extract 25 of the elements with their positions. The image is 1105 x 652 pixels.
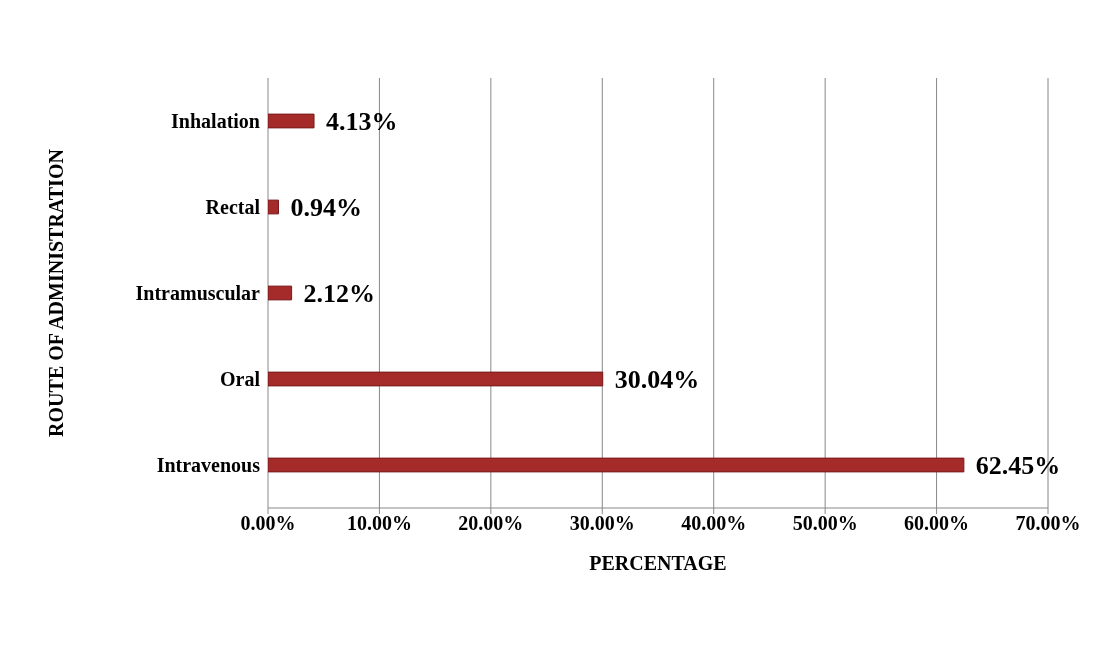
x-tick-label: 70.00% <box>1015 512 1081 535</box>
x-tick-label: 20.00% <box>458 512 524 535</box>
x-tick-label: 40.00% <box>681 512 747 535</box>
x-tick-label: 50.00% <box>792 512 858 535</box>
bar <box>268 457 965 473</box>
data-label: 62.45% <box>975 451 1061 481</box>
data-label: 4.13% <box>326 107 398 137</box>
y-tick-label: Intravenous <box>156 454 261 477</box>
x-tick-label: 60.00% <box>904 512 970 535</box>
x-tick-label: 10.00% <box>346 512 412 535</box>
y-tick-label: Inhalation <box>171 110 260 133</box>
bar <box>268 199 279 215</box>
data-label: 2.12% <box>303 279 376 309</box>
bar <box>268 285 293 301</box>
data-label: 30.04% <box>614 365 700 395</box>
x-tick-label: 0.00% <box>240 512 296 535</box>
y-axis-title: ROUTE OF ADMINISTRATION <box>45 148 68 437</box>
x-tick-label: 30.00% <box>569 512 635 535</box>
bar <box>268 371 604 387</box>
y-tick-label: Oral <box>220 368 261 391</box>
bar <box>268 113 315 129</box>
y-tick-label: Rectal <box>205 196 261 219</box>
y-tick-label: Intramuscular <box>135 282 261 305</box>
x-axis-title: PERCENTAGE <box>589 552 727 574</box>
data-label: 0.94% <box>290 193 362 223</box>
